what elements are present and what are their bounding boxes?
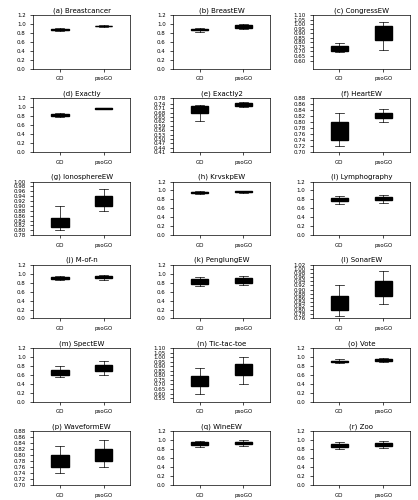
PathPatch shape — [375, 196, 392, 200]
PathPatch shape — [51, 455, 69, 467]
PathPatch shape — [331, 46, 348, 50]
PathPatch shape — [95, 449, 112, 461]
PathPatch shape — [375, 282, 392, 296]
PathPatch shape — [331, 198, 348, 201]
Title: (n) Tic-tac-toe: (n) Tic-tac-toe — [197, 340, 246, 347]
Title: (f) HeartEW: (f) HeartEW — [341, 90, 382, 97]
PathPatch shape — [234, 364, 252, 376]
PathPatch shape — [331, 360, 348, 362]
PathPatch shape — [95, 196, 112, 206]
Title: (p) WaveformEW: (p) WaveformEW — [52, 424, 111, 430]
PathPatch shape — [331, 444, 348, 447]
PathPatch shape — [51, 114, 69, 116]
Title: (j) M-of-n: (j) M-of-n — [66, 257, 97, 264]
PathPatch shape — [95, 365, 112, 372]
Title: (l) SonarEW: (l) SonarEW — [341, 257, 382, 264]
PathPatch shape — [191, 106, 209, 113]
Title: (c) CongressEW: (c) CongressEW — [334, 7, 389, 14]
Title: (a) Breastcancer: (a) Breastcancer — [53, 7, 111, 14]
PathPatch shape — [234, 104, 252, 106]
PathPatch shape — [191, 442, 209, 444]
Title: (k) PenglungEW: (k) PenglungEW — [194, 257, 249, 264]
PathPatch shape — [234, 26, 252, 28]
Title: (r) Zoo: (r) Zoo — [349, 424, 373, 430]
Title: (q) WineEW: (q) WineEW — [201, 424, 242, 430]
Title: (b) BreastEW: (b) BreastEW — [199, 7, 245, 14]
Title: (m) SpectEW: (m) SpectEW — [59, 340, 104, 347]
PathPatch shape — [331, 122, 348, 140]
Title: (g) IonosphereEW: (g) IonosphereEW — [51, 174, 113, 180]
PathPatch shape — [375, 113, 392, 117]
PathPatch shape — [375, 359, 392, 361]
PathPatch shape — [375, 443, 392, 446]
PathPatch shape — [331, 296, 348, 310]
PathPatch shape — [234, 191, 252, 192]
Title: (e) Exactly2: (e) Exactly2 — [201, 90, 242, 97]
PathPatch shape — [375, 26, 392, 40]
Title: (i) Lymphography: (i) Lymphography — [331, 174, 392, 180]
PathPatch shape — [191, 192, 209, 193]
PathPatch shape — [51, 370, 69, 375]
PathPatch shape — [234, 442, 252, 444]
PathPatch shape — [234, 278, 252, 282]
PathPatch shape — [51, 218, 69, 226]
Title: (d) Exactly: (d) Exactly — [63, 90, 100, 97]
PathPatch shape — [191, 376, 209, 386]
PathPatch shape — [191, 279, 209, 283]
Title: (h) KrvskpEW: (h) KrvskpEW — [198, 174, 245, 180]
PathPatch shape — [95, 276, 112, 278]
Title: (o) Vote: (o) Vote — [348, 340, 375, 347]
PathPatch shape — [51, 278, 69, 279]
